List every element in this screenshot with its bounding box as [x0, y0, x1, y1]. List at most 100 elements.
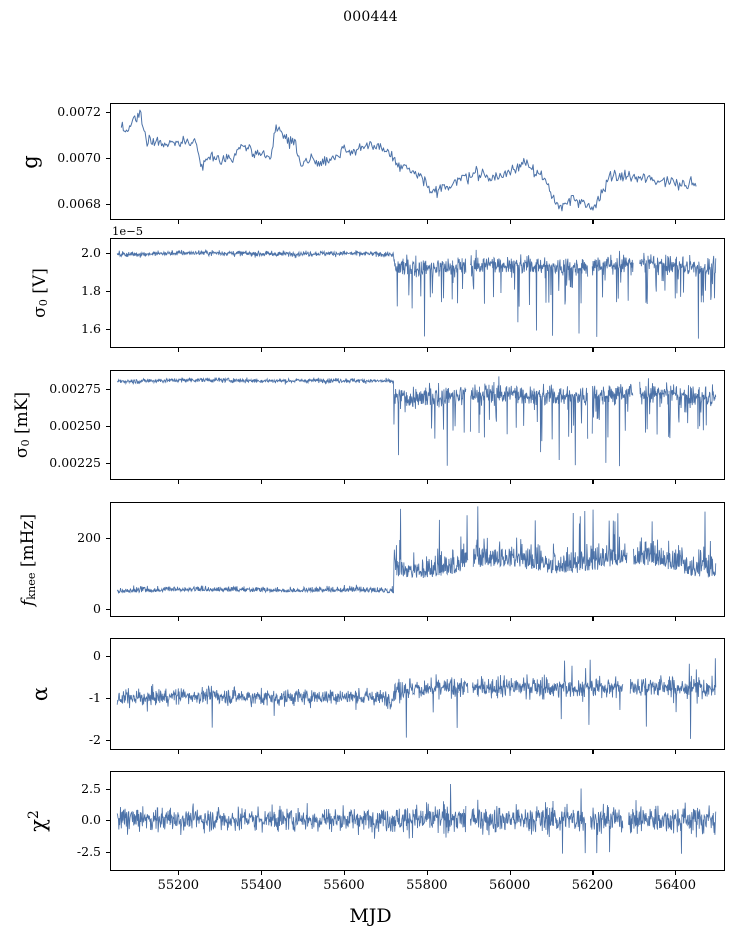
- xtick-label: 56400: [654, 878, 696, 893]
- ytick-label-sigma0_volt: 1.6: [81, 321, 101, 337]
- ytick-label-sigma0_volt: 1.8: [81, 283, 101, 299]
- ytick-mark: [106, 739, 110, 741]
- series-alpha: [116, 658, 717, 739]
- ytick-label-alpha: 0: [93, 647, 101, 663]
- xtick-label: 56000: [488, 878, 531, 893]
- ytick-mark: [106, 655, 110, 657]
- xtick-mark: [343, 871, 346, 875]
- ytick-mark: [106, 253, 110, 255]
- ytick-label-sigma0_mk: 0.00225: [49, 454, 101, 470]
- xtick-mark: [261, 750, 263, 754]
- series-gain: [120, 109, 697, 212]
- ytick-mark: [106, 388, 110, 390]
- xtick-mark: [675, 220, 677, 224]
- xtick-mark: [509, 348, 511, 352]
- xtick-mark: [426, 871, 428, 875]
- axis-label-mjd: MJD: [349, 905, 392, 927]
- xtick-mark: [343, 480, 346, 484]
- xtick-mark: [509, 750, 511, 754]
- series-sigma0_mk: [116, 376, 717, 467]
- ytick-mark: [106, 852, 110, 854]
- ytick-mark: [106, 788, 110, 790]
- ytick-mark: [106, 203, 110, 206]
- xtick-mark: [261, 348, 263, 352]
- ytick-mark: [106, 537, 110, 539]
- series-f_knee: [116, 506, 717, 595]
- ytick-mark: [106, 158, 110, 160]
- xtick-label: 55400: [240, 878, 282, 893]
- ytick-label-f_knee: 0: [93, 601, 101, 617]
- xtick-label: 56200: [571, 878, 614, 893]
- ytick-label-gain: 0.0070: [57, 150, 101, 166]
- panel-sigma0-mk: [110, 370, 725, 480]
- xtick-mark: [426, 480, 428, 484]
- ytick-label-chi2: -2.5: [76, 844, 101, 859]
- panel-sigma0-volt: [110, 238, 725, 348]
- xtick-mark: [178, 750, 180, 754]
- panel-gain: [110, 103, 725, 220]
- axis-label-fknee: fknee [mHz]: [17, 513, 39, 606]
- xtick-mark: [343, 617, 346, 621]
- xtick-mark: [426, 617, 428, 621]
- xtick-mark: [509, 220, 511, 224]
- xtick-mark: [675, 617, 677, 621]
- xtick-mark: [178, 617, 180, 621]
- xtick-mark: [592, 617, 594, 621]
- xtick-mark: [426, 220, 428, 224]
- ytick-label-alpha: -1: [88, 689, 101, 705]
- xtick-mark: [509, 617, 511, 621]
- ytick-label-sigma0_volt: 2.0: [81, 245, 101, 261]
- series-chi2: [116, 783, 717, 854]
- ytick-label-chi2: 2.5: [81, 780, 101, 796]
- xtick-mark: [261, 617, 263, 621]
- xtick-label: 55200: [157, 878, 199, 893]
- ytick-mark: [106, 462, 110, 464]
- axis-offset-text-sigma0-volt: 1e−5: [112, 224, 144, 238]
- ytick-label-sigma0_mk: 0.00275: [49, 380, 101, 396]
- xtick-mark: [426, 750, 428, 754]
- xtick-mark: [592, 348, 594, 352]
- xtick-mark: [261, 871, 263, 875]
- xtick-mark: [675, 348, 677, 352]
- xtick-mark: [178, 220, 180, 224]
- xtick-mark: [343, 220, 346, 224]
- xtick-mark: [509, 871, 511, 875]
- ytick-label-chi2: 0.0: [81, 812, 101, 828]
- ytick-label-gain: 0.0072: [57, 104, 101, 120]
- xtick-mark: [592, 871, 594, 875]
- panel-alpha: [110, 638, 725, 750]
- xtick-mark: [178, 348, 180, 352]
- ytick-label-f_knee: 200: [77, 529, 101, 545]
- ytick-mark: [106, 112, 110, 114]
- ytick-label-gain: 0.0068: [57, 195, 101, 211]
- xtick-mark: [178, 480, 180, 484]
- xtick-mark: [592, 480, 594, 484]
- panel-chi2: [110, 771, 725, 871]
- xtick-mark: [178, 871, 180, 875]
- figure-title: 000444: [343, 9, 398, 25]
- xtick-mark: [675, 871, 677, 875]
- xtick-label: 55600: [323, 878, 365, 893]
- xtick-label: 55800: [406, 878, 448, 893]
- xtick-mark: [261, 220, 263, 224]
- ytick-mark: [106, 291, 110, 293]
- xtick-mark: [426, 348, 428, 352]
- ytick-label-alpha: -2: [88, 731, 101, 747]
- ytick-mark: [106, 609, 110, 611]
- xtick-mark: [675, 750, 677, 754]
- xtick-mark: [592, 220, 594, 224]
- series-sigma0_volt: [116, 248, 717, 339]
- xtick-mark: [675, 480, 677, 484]
- xtick-mark: [343, 348, 346, 352]
- ytick-mark: [106, 697, 110, 699]
- xtick-mark: [261, 480, 263, 484]
- xtick-mark: [509, 480, 511, 484]
- ytick-mark: [106, 329, 110, 331]
- ytick-label-sigma0_mk: 0.00250: [49, 417, 101, 433]
- ytick-mark: [106, 425, 110, 427]
- xtick-mark: [343, 750, 346, 754]
- ytick-mark: [106, 820, 110, 822]
- panel-fknee: [110, 502, 725, 617]
- xtick-mark: [592, 750, 594, 754]
